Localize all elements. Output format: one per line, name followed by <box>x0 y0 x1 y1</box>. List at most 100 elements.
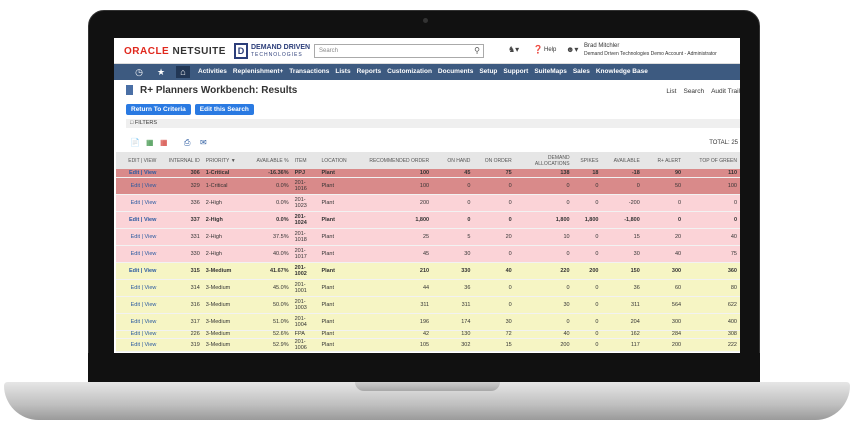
search-link[interactable]: Search <box>683 88 705 95</box>
cell-recommended-order: 44 <box>359 279 433 297</box>
table-row[interactable]: Edit | View 330 2-High 40.0% 201-1017 Plant 45… <box>116 245 740 263</box>
nav-setup[interactable]: Setup <box>479 68 498 75</box>
cell-internal-id: 226 <box>159 330 203 339</box>
nav-knowledge-base[interactable]: Knowledge Base <box>595 68 648 75</box>
star-icon[interactable]: ★ <box>156 67 166 77</box>
col-available-pct[interactable]: AVAILABLE % <box>244 152 292 169</box>
return-to-criteria-button[interactable]: Return To Criteria <box>126 104 191 115</box>
nav-documents[interactable]: Documents <box>437 68 474 75</box>
print-icon[interactable]: ⎙ <box>184 138 191 147</box>
table-row[interactable]: Edit | View 319 3-Medium 52.9% 201-1006 Plant… <box>116 338 740 352</box>
cell-priority: 2-High <box>202 194 245 212</box>
search-icon[interactable]: ⚲ <box>474 46 480 55</box>
table-row[interactable]: Edit | View 316 3-Medium 50.0% 201-1003 Plant… <box>116 296 740 314</box>
nav-customization[interactable]: Customization <box>387 68 432 75</box>
table-row[interactable]: Edit | View 315 3-Medium 41.67% 201-1002 Plan… <box>116 262 740 280</box>
user-avatar-icon[interactable]: ☻▾ <box>566 45 579 54</box>
col-alert[interactable]: R+ ALERT <box>642 152 685 169</box>
table-body: Edit | View 306 1-Critical -16.36% PPJ Plant 1… <box>116 169 740 352</box>
cell-alert: 50 <box>642 177 685 195</box>
table-row[interactable]: Edit | View 329 1-Critical 0.0% 201-1016 Plan… <box>116 177 740 195</box>
filters-toggle[interactable]: □ FILTERS <box>126 119 740 128</box>
col-on-hand[interactable]: ON HAND <box>432 152 474 169</box>
new-document-icon[interactable]: 📄 <box>130 138 140 147</box>
help-icon[interactable]: ❓ <box>533 45 543 54</box>
excel-export-icon[interactable]: ▦ <box>146 138 154 147</box>
cell-demand-allocations: 1,800 <box>514 211 573 229</box>
recent-records-icon[interactable]: ♞▾ <box>508 45 520 54</box>
cell-item: 201-1006 <box>291 338 319 352</box>
nav-support[interactable]: Support <box>503 68 529 75</box>
title-row: R+ Planners Workbench: Results List Sear… <box>114 82 740 100</box>
global-search-input[interactable]: Search ⚲ <box>314 44 484 58</box>
nav-lists[interactable]: Lists <box>335 68 351 75</box>
cell-available: 15 <box>601 228 643 246</box>
cell-priority: 2-High <box>202 228 245 246</box>
pdf-export-icon[interactable]: ▦ <box>160 138 168 147</box>
table-row[interactable]: Edit | View 306 1-Critical -16.36% PPJ Plant 1… <box>116 169 740 178</box>
cell-item: 201-1004 <box>291 313 319 331</box>
nav-transactions[interactable]: Transactions <box>289 68 330 75</box>
cell-location: Plant <box>318 296 360 314</box>
cell-edit-view-link[interactable]: Edit | View <box>116 245 160 263</box>
cell-edit-view-link[interactable]: Edit | View <box>116 313 160 331</box>
cell-demand-allocations: 0 <box>514 313 573 331</box>
edit-search-button[interactable]: Edit this Search <box>194 104 254 115</box>
cell-demand-allocations: 40 <box>514 330 573 339</box>
cell-edit-view-link[interactable]: Edit | View <box>116 211 160 229</box>
cell-top-of-green: 75 <box>684 245 740 263</box>
col-internal-id[interactable]: INTERNAL ID <box>159 152 203 169</box>
audit-trail-link[interactable]: Audit Trail <box>711 88 740 95</box>
table-row[interactable]: Edit | View 331 2-High 37.5% 201-1018 Plant 25… <box>116 228 740 246</box>
cell-edit-view-link[interactable]: Edit | View <box>116 296 160 314</box>
nav-menu: Activities Replenishment+ Transactions L… <box>198 68 648 75</box>
col-available[interactable]: AVAILABLE <box>601 152 643 169</box>
cell-location: Plant <box>318 262 360 280</box>
cell-alert: 20 <box>642 228 685 246</box>
col-demand-allocations[interactable]: DEMAND ALLOCATIONS <box>514 152 573 169</box>
col-top-of-green[interactable]: TOP OF GREEN <box>684 152 740 169</box>
cell-edit-view-link[interactable]: Edit | View <box>116 279 160 297</box>
cell-on-hand: 45 <box>432 169 474 178</box>
nav-activities[interactable]: Activities <box>198 68 227 75</box>
nav-replenishment[interactable]: Replenishment+ <box>232 68 284 75</box>
nav-sales[interactable]: Sales <box>572 68 590 75</box>
cell-edit-view-link[interactable]: Edit | View <box>116 262 160 280</box>
cell-internal-id: 317 <box>159 313 203 331</box>
cell-edit-view-link[interactable]: Edit | View <box>116 228 160 246</box>
table-row[interactable]: Edit | View 317 3-Medium 51.0% 201-1004 Plant… <box>116 313 740 331</box>
help-link[interactable]: Help <box>544 47 557 53</box>
cell-on-hand: 5 <box>432 228 474 246</box>
cell-recommended-order: 100 <box>359 177 433 195</box>
nav-reports[interactable]: Reports <box>356 68 382 75</box>
col-on-order[interactable]: ON ORDER <box>473 152 515 169</box>
recent-icon[interactable]: ◷ <box>135 67 143 77</box>
table-header-row: EDIT | VIEW INTERNAL ID PRIORITY ▼ AVAIL… <box>116 152 740 169</box>
table-row[interactable]: Edit | View 314 3-Medium 45.0% 201-1001 Plant… <box>116 279 740 297</box>
col-item[interactable]: ITEM <box>291 152 319 169</box>
nav-suitemaps[interactable]: SuiteMaps <box>534 68 567 75</box>
oracle-netsuite-logo[interactable]: ORACLE NETSUITE <box>124 46 226 57</box>
table-row[interactable]: Edit | View 226 3-Medium 52.6% FPA Plant 42 130… <box>116 330 740 339</box>
cell-top-of-green: 222 <box>684 338 740 352</box>
export-toolbar: 📄 ▦ ▦ ⎙ ✉ TOTAL: 25 <box>126 138 740 150</box>
cell-item: 201-1018 <box>291 228 319 246</box>
user-name[interactable]: Brad Mitchler <box>584 43 620 49</box>
col-priority[interactable]: PRIORITY ▼ <box>202 152 245 169</box>
table-row[interactable]: Edit | View 337 2-High 0.0% 201-1024 Plant 1,8… <box>116 211 740 229</box>
cell-edit-view-link[interactable]: Edit | View <box>116 330 160 339</box>
col-location[interactable]: LOCATION <box>318 152 360 169</box>
home-icon[interactable]: ⌂ <box>176 66 190 78</box>
cell-edit-view-link[interactable]: Edit | View <box>116 177 160 195</box>
email-icon[interactable]: ✉ <box>200 138 207 147</box>
table-row[interactable]: Edit | View 336 2-High 0.0% 201-1023 Plant 200… <box>116 194 740 212</box>
cell-edit-view-link[interactable]: Edit | View <box>116 338 160 352</box>
cell-available: 162 <box>601 330 643 339</box>
cell-internal-id: 331 <box>159 228 203 246</box>
cell-edit-view-link[interactable]: Edit | View <box>116 169 160 178</box>
col-spikes[interactable]: SPIKES <box>572 152 602 169</box>
list-link[interactable]: List <box>666 88 677 95</box>
col-recommended-order[interactable]: RECOMMENDED ORDER <box>359 152 433 169</box>
main-nav: ◷ ★ ⌂ Activities Replenishment+ Transact… <box>114 64 740 80</box>
cell-edit-view-link[interactable]: Edit | View <box>116 194 160 212</box>
